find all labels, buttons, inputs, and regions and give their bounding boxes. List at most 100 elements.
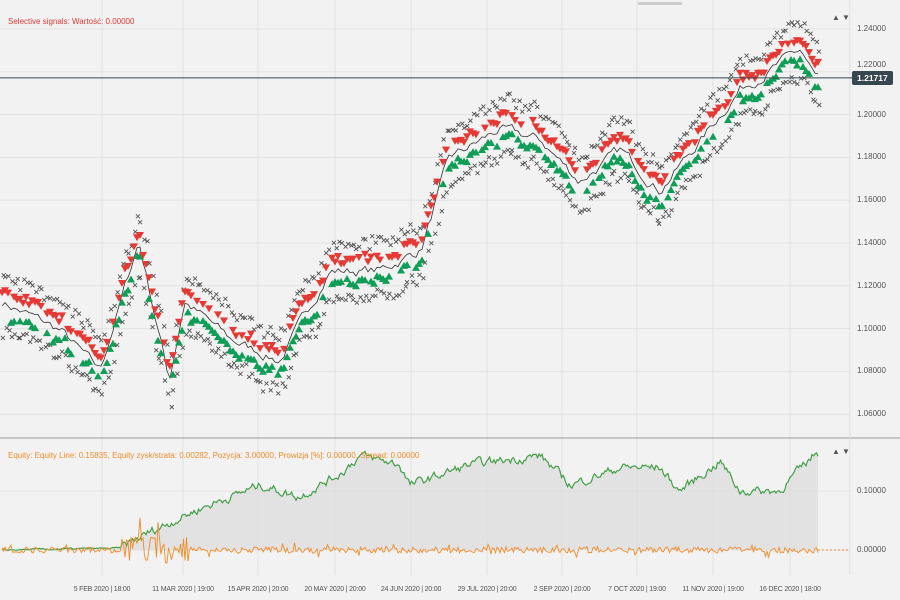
equity-move-up-icon[interactable]: ▲: [832, 447, 840, 456]
x-marker: [543, 114, 549, 120]
x-marker: [777, 86, 783, 92]
x-marker: [238, 371, 243, 377]
sell-signal-marker: [139, 251, 147, 259]
x-marker: [717, 86, 722, 92]
x-marker: [786, 21, 791, 27]
x-marker: [38, 346, 44, 352]
buy-signal-marker: [694, 153, 702, 161]
x-marker: [159, 360, 164, 366]
x-marker: [249, 316, 255, 322]
x-marker: [440, 194, 446, 199]
x-marker: [274, 382, 280, 387]
x-marker: [358, 294, 363, 300]
sell-signal-marker: [715, 104, 723, 112]
x-marker: [193, 335, 199, 341]
sell-signal-marker: [238, 332, 246, 340]
x-marker: [93, 334, 98, 340]
x-marker: [562, 134, 568, 140]
x-marker: [399, 227, 404, 232]
x-marker: [519, 109, 525, 114]
x-marker: [280, 381, 286, 386]
x-marker: [384, 238, 390, 243]
x-marker: [432, 231, 438, 236]
x-marker: [669, 207, 674, 213]
buy-signal-marker: [55, 335, 63, 343]
x-marker: [90, 387, 96, 393]
x-marker: [126, 301, 132, 307]
x-marker: [373, 240, 379, 246]
sell-signal-marker: [775, 48, 783, 56]
buy-signal-marker: [631, 176, 639, 184]
x-marker: [87, 322, 93, 328]
sell-signal-marker: [442, 146, 450, 154]
buy-signal-marker: [508, 130, 516, 138]
x-marker: [405, 229, 411, 235]
x-marker: [234, 365, 240, 370]
x-marker: [158, 308, 164, 313]
sell-signal-marker: [256, 345, 264, 353]
sell-signal-marker: [598, 146, 606, 154]
x-marker: [132, 282, 138, 288]
x-marker: [804, 28, 810, 34]
x-marker: [626, 178, 632, 184]
x-marker: [666, 155, 672, 161]
x-marker: [511, 98, 517, 103]
x-marker: [87, 377, 92, 382]
buy-signal-marker: [583, 186, 591, 194]
buy-signal-marker: [562, 171, 570, 179]
x-marker: [247, 315, 253, 320]
x-marker: [598, 136, 603, 142]
x-marker: [297, 289, 302, 294]
x-marker: [544, 169, 549, 174]
x-marker: [682, 185, 688, 191]
x-marker: [633, 142, 639, 148]
x-marker: [251, 327, 257, 332]
x-marker: [170, 387, 176, 393]
sell-signal-marker: [67, 328, 75, 336]
move-down-icon[interactable]: ▼: [842, 13, 850, 22]
x-marker: [659, 163, 665, 169]
equity-area: [2, 451, 818, 551]
buy-signal-marker: [397, 266, 405, 274]
x-marker: [768, 89, 774, 94]
move-up-icon[interactable]: ▲: [832, 13, 840, 22]
buy-signal-marker: [100, 366, 108, 374]
buy-signal-marker: [109, 339, 117, 347]
x-marker: [161, 323, 167, 329]
x-marker: [576, 157, 582, 163]
buy-signal-marker: [535, 145, 543, 153]
sell-signal-marker: [85, 336, 93, 344]
x-marker: [483, 160, 489, 165]
x-marker: [326, 247, 332, 253]
buy-signal-marker: [148, 311, 156, 319]
buy-signal-marker: [307, 316, 315, 324]
x-marker: [293, 351, 299, 356]
x-marker: [791, 79, 797, 85]
buy-signal-marker: [703, 137, 711, 145]
sell-signal-marker: [109, 318, 117, 326]
x-marker: [550, 176, 556, 182]
x-marker: [740, 62, 746, 67]
equity-move-down-icon[interactable]: ▼: [842, 447, 850, 456]
x-marker: [446, 128, 452, 134]
buy-signal-marker: [625, 161, 633, 169]
sell-signal-marker: [652, 172, 660, 180]
x-marker: [404, 279, 410, 285]
x-marker: [156, 303, 162, 309]
sell-signal-marker: [16, 295, 24, 303]
x-marker: [795, 81, 800, 87]
buy-signal-marker: [352, 282, 360, 290]
x-marker: [309, 327, 315, 333]
buy-signal-marker: [382, 276, 390, 284]
x-marker: [505, 147, 511, 153]
sell-signal-marker: [127, 256, 135, 264]
sell-signal-marker: [220, 317, 228, 325]
x-marker: [108, 369, 113, 375]
sell-signal-marker: [550, 137, 558, 145]
buy-signal-marker: [637, 183, 645, 191]
x-marker: [684, 131, 690, 136]
x-marker: [607, 182, 612, 187]
x-marker: [696, 113, 702, 119]
sell-signal-marker: [205, 305, 213, 313]
